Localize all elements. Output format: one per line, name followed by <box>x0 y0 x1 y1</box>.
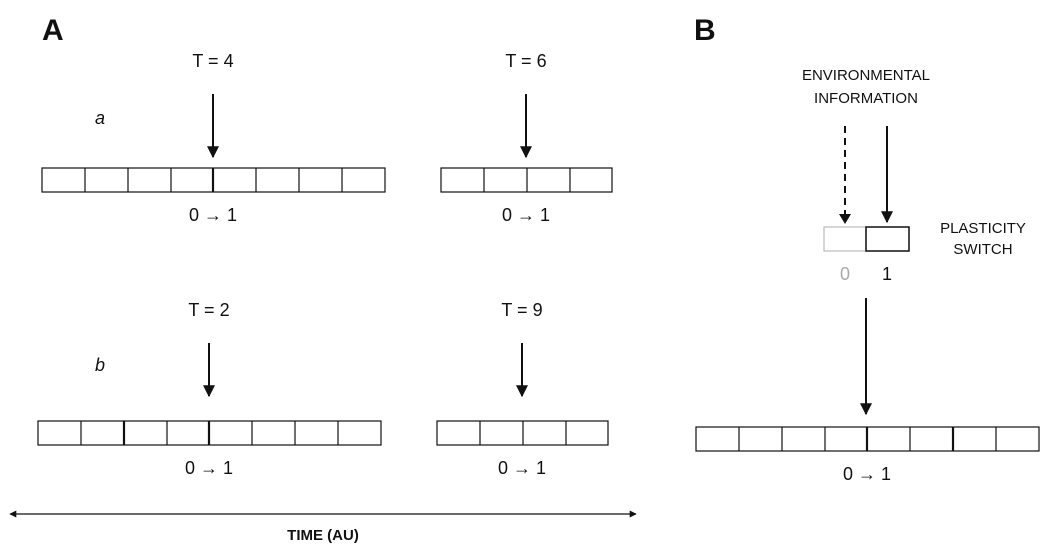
panel-a-letter: A <box>42 14 64 47</box>
switch-on-value: 1 <box>882 264 892 284</box>
row-b-left-caption: 0 → 1 <box>185 458 233 478</box>
row-b: b T = 2 0 → 1 T = 9 0 → 1 <box>37 300 609 478</box>
row-b-left-time: T = 2 <box>188 300 229 320</box>
switch-off-value: 0 <box>840 264 850 284</box>
dashed-info-arrowhead <box>839 214 851 224</box>
switch-cell-off <box>823 226 867 252</box>
row-a-left-caption: 0 → 1 <box>189 205 237 225</box>
row-b-left-sequence <box>37 420 382 446</box>
row-a-left-sequence <box>41 167 386 193</box>
row-b-right-time: T = 9 <box>501 300 542 320</box>
plasticity-label-line2: SWITCH <box>953 241 1012 258</box>
row-b-right-caption: 0 → 1 <box>498 458 546 478</box>
row-a-left-time: T = 4 <box>192 51 233 71</box>
env-info-line1: ENVIRONMENTAL <box>802 67 930 84</box>
panel-b: ENVIRONMENTAL INFORMATION 0 1 PLASTICITY… <box>695 67 1040 484</box>
time-axis-label: TIME (AU) <box>287 527 359 544</box>
row-a-right-time: T = 6 <box>505 51 546 71</box>
panel-b-sequence <box>695 426 1040 452</box>
row-a-right-caption: 0 → 1 <box>502 205 550 225</box>
panel-b-letter: B <box>694 14 716 47</box>
row-a: a T = 4 0 → 1 T = 6 0 → 1 <box>41 51 613 225</box>
switch-cell-on <box>865 226 910 252</box>
row-b-label: b <box>95 355 105 375</box>
row-b-right-sequence <box>436 420 609 446</box>
plasticity-switch <box>823 226 910 252</box>
row-a-right-sequence <box>440 167 613 193</box>
plasticity-label-line1: PLASTICITY <box>940 220 1026 237</box>
row-a-label: a <box>95 108 105 128</box>
env-info-line2: INFORMATION <box>814 90 918 107</box>
panel-b-caption: 0 → 1 <box>843 464 891 484</box>
